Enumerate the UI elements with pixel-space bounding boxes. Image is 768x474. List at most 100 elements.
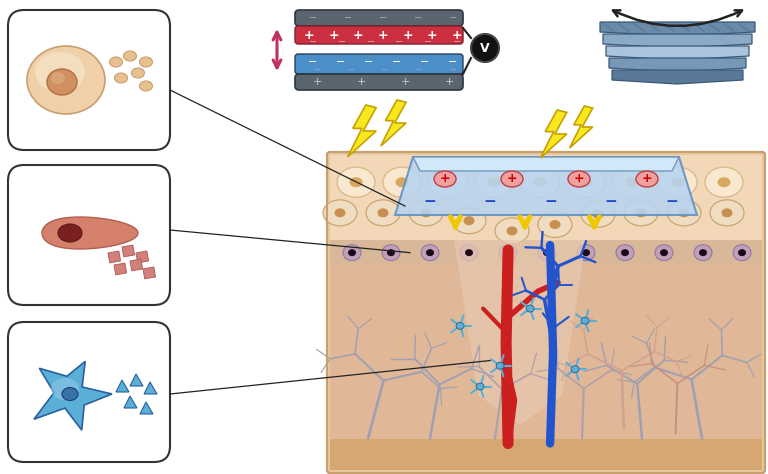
Polygon shape [140,402,153,414]
Ellipse shape [733,245,751,261]
Text: −: − [666,193,678,209]
Text: −: − [424,37,432,47]
Text: −: − [366,37,375,47]
Text: −: − [604,193,617,209]
Bar [330,265,762,438]
Ellipse shape [710,200,744,226]
Polygon shape [600,22,755,36]
Ellipse shape [568,171,590,187]
Ellipse shape [526,305,534,312]
Text: +: + [329,28,339,42]
Ellipse shape [521,167,559,197]
Polygon shape [454,240,586,425]
Polygon shape [395,157,697,215]
Ellipse shape [343,245,361,261]
Ellipse shape [507,227,518,236]
Ellipse shape [140,57,153,67]
Polygon shape [606,46,749,60]
Ellipse shape [501,171,523,187]
Ellipse shape [124,51,137,61]
Polygon shape [34,361,112,430]
Ellipse shape [421,245,439,261]
Ellipse shape [58,224,82,242]
Ellipse shape [581,201,615,227]
Ellipse shape [434,171,456,187]
Ellipse shape [721,209,733,218]
Ellipse shape [110,57,123,67]
Ellipse shape [383,167,421,197]
Ellipse shape [421,209,432,218]
Text: +: + [356,77,366,87]
Circle shape [471,34,499,62]
Text: +: + [402,28,413,42]
FancyBboxPatch shape [295,10,463,26]
Ellipse shape [549,220,561,229]
Text: −: − [396,37,403,47]
Text: −: − [364,57,374,67]
Ellipse shape [705,167,743,197]
Ellipse shape [396,177,409,187]
Text: −: − [415,65,423,75]
Ellipse shape [571,366,579,373]
Bar [330,155,762,240]
Bar [330,438,762,470]
Ellipse shape [460,245,478,261]
Text: +: + [400,77,409,87]
FancyBboxPatch shape [295,26,463,44]
Text: −: − [484,193,496,209]
Text: +: + [642,173,652,185]
Ellipse shape [543,249,551,256]
Ellipse shape [616,245,634,261]
Ellipse shape [659,167,697,197]
Text: −: − [338,37,346,47]
FancyBboxPatch shape [295,54,463,74]
Ellipse shape [538,245,556,261]
Polygon shape [413,157,679,171]
Ellipse shape [366,200,400,226]
Text: +: + [303,28,314,42]
FancyBboxPatch shape [8,165,170,305]
Text: −: − [313,65,321,75]
Ellipse shape [499,245,517,261]
Ellipse shape [613,167,651,197]
Ellipse shape [323,200,357,226]
Ellipse shape [348,249,356,256]
Bar [122,245,134,257]
Polygon shape [116,380,129,392]
Ellipse shape [62,388,78,401]
Polygon shape [124,396,137,408]
Polygon shape [348,105,376,157]
Text: −: − [347,65,355,75]
Ellipse shape [51,72,65,84]
Ellipse shape [452,208,486,234]
Ellipse shape [35,52,85,92]
Ellipse shape [592,210,604,219]
Ellipse shape [27,46,105,114]
Ellipse shape [51,378,79,400]
Ellipse shape [738,249,746,256]
Text: +: + [574,173,584,185]
Ellipse shape [426,249,434,256]
Text: −: − [309,13,317,23]
Ellipse shape [349,177,362,187]
Text: −: − [449,13,457,23]
Text: +: + [353,28,363,42]
Text: −: − [308,57,318,67]
Text: −: − [449,57,458,67]
Text: V: V [480,42,490,55]
Text: −: − [420,57,429,67]
Text: −: − [392,57,402,67]
Polygon shape [42,217,138,249]
Ellipse shape [465,249,473,256]
Text: −: − [545,193,558,209]
Text: −: − [453,37,461,47]
Ellipse shape [694,245,712,261]
Text: +: + [313,77,322,87]
Text: −: − [414,13,422,23]
FancyBboxPatch shape [327,152,765,473]
Polygon shape [144,382,157,394]
Ellipse shape [625,177,638,187]
Text: −: − [344,13,352,23]
Polygon shape [130,374,143,386]
Ellipse shape [456,322,464,329]
